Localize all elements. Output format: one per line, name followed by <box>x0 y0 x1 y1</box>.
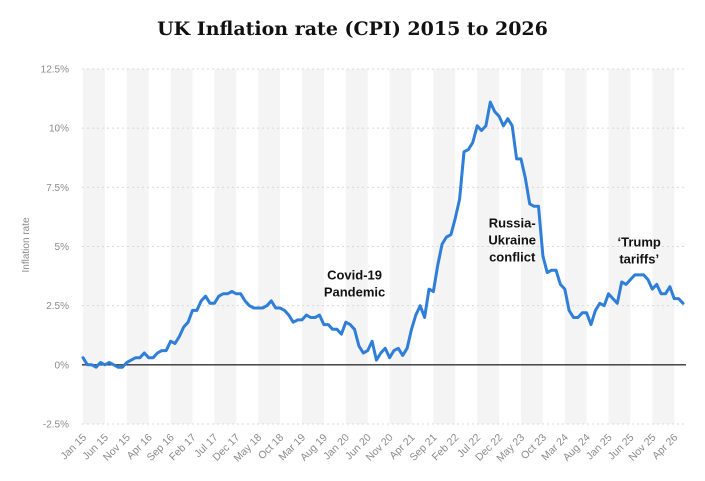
background-band <box>258 69 281 424</box>
y-tick-label: 12.5% <box>41 65 69 76</box>
annotation: Russia-Ukraine conflict <box>488 216 536 265</box>
annotation: Covid-19 Pandemic <box>324 268 385 300</box>
annotation: ‘Trump tariffs’ <box>618 235 661 267</box>
background-band <box>520 69 543 424</box>
x-tick-label: Apr 26 <box>650 432 680 462</box>
background-band <box>389 69 412 424</box>
y-tick-label: 7.5% <box>46 183 69 194</box>
y-tick-label: -2.5% <box>43 420 69 431</box>
background-band <box>564 69 587 424</box>
background-band <box>608 69 631 424</box>
annotations: Covid-19 Pandemic Russia-Ukraine conflict ‘T… <box>324 216 661 300</box>
y-axis-ticks: 12.5% 10% 7.5% 5% 2.5% 0% -2.5% <box>41 65 69 431</box>
y-tick-label: 5% <box>55 242 70 253</box>
background-bands <box>83 69 675 424</box>
background-band <box>214 69 237 424</box>
background-band <box>170 69 193 424</box>
gridlines <box>82 68 686 425</box>
chart-title: UK Inflation rate (CPI) 2015 to 2026 <box>157 18 548 40</box>
y-tick-label: 10% <box>49 124 69 135</box>
y-tick-label: 2.5% <box>46 301 69 312</box>
y-axis-label: Inflation rate <box>21 217 32 272</box>
y-tick-label: 0% <box>55 360 70 371</box>
background-band <box>345 69 368 424</box>
series-line <box>81 100 685 369</box>
background-band <box>433 69 456 424</box>
